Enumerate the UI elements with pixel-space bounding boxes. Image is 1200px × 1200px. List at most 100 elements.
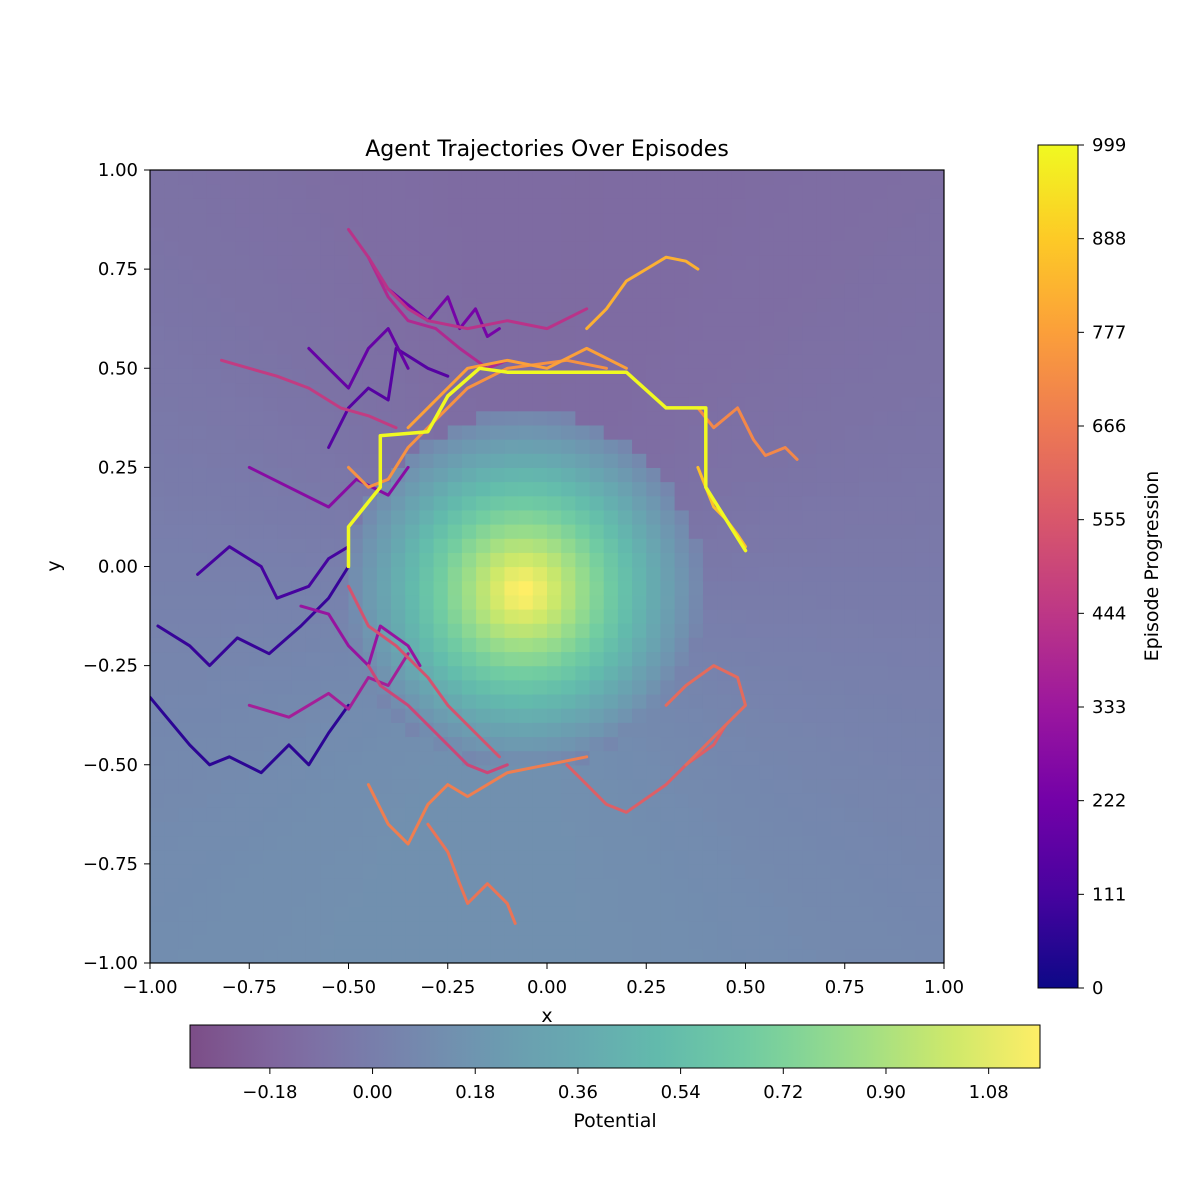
field-cell xyxy=(419,736,435,752)
field-cell xyxy=(348,849,364,865)
field-cell xyxy=(164,736,179,752)
field-cell xyxy=(291,453,307,468)
field-cell xyxy=(731,467,747,483)
field-cell xyxy=(305,524,321,539)
field-cell xyxy=(873,594,888,610)
field-cell xyxy=(646,198,662,214)
field-cell xyxy=(759,467,775,483)
field-cell xyxy=(674,835,690,851)
field-cell xyxy=(844,878,860,893)
field-cell xyxy=(632,623,647,638)
field-cell xyxy=(391,212,406,228)
episode-colorbar-tick-label: 666 xyxy=(1092,416,1126,437)
field-cell xyxy=(873,524,888,539)
field-cell xyxy=(391,722,406,738)
field-cell xyxy=(589,608,605,624)
field-cell xyxy=(717,368,732,384)
field-cell xyxy=(561,424,576,440)
field-cell xyxy=(929,368,944,384)
field-cell xyxy=(504,226,520,242)
field-cell xyxy=(759,708,775,723)
field-cell xyxy=(589,453,605,468)
field-cell xyxy=(788,693,803,709)
field-cell xyxy=(830,212,846,228)
field-cell xyxy=(263,736,279,752)
field-cell xyxy=(547,665,562,681)
field-cell xyxy=(575,821,591,837)
field-cell xyxy=(447,651,463,667)
field-cell xyxy=(873,481,888,497)
field-cell xyxy=(192,878,208,893)
field-cell xyxy=(745,849,761,865)
field-cell xyxy=(291,339,307,355)
field-cell xyxy=(235,608,250,624)
field-cell xyxy=(461,240,477,256)
field-cell xyxy=(235,863,250,879)
field-cell xyxy=(802,524,817,539)
field-cell xyxy=(816,297,832,313)
field-cell xyxy=(589,254,605,270)
episode-colorbar-label: Episode Progression xyxy=(1141,471,1163,662)
episode-colorbar-tick-label: 999 xyxy=(1092,135,1126,156)
field-cell xyxy=(873,283,888,299)
field-cell xyxy=(717,297,732,313)
field-cell xyxy=(277,835,293,851)
field-cell xyxy=(532,240,548,256)
field-cell xyxy=(433,269,449,284)
field-cell xyxy=(192,835,208,851)
field-cell xyxy=(391,736,406,752)
field-cell xyxy=(490,226,506,242)
field-cell xyxy=(717,693,732,709)
field-cell xyxy=(419,269,435,284)
field-cell xyxy=(773,269,789,284)
field-cell xyxy=(830,778,846,794)
field-cell xyxy=(192,594,208,610)
field-cell xyxy=(561,665,576,681)
field-cell xyxy=(773,481,789,497)
field-cell xyxy=(334,226,350,242)
field-cell xyxy=(532,878,548,893)
field-cell xyxy=(688,269,704,284)
field-cell xyxy=(249,665,265,681)
field-cell xyxy=(674,608,690,624)
field-cell xyxy=(830,495,846,511)
field-cell xyxy=(816,722,832,738)
field-cell xyxy=(490,835,506,851)
field-cell xyxy=(617,594,633,610)
field-cell xyxy=(419,495,435,511)
field-cell xyxy=(858,750,874,766)
field-cell xyxy=(150,269,165,284)
field-cell xyxy=(320,835,335,851)
field-cell xyxy=(674,226,690,242)
field-cell xyxy=(277,481,293,497)
field-cell xyxy=(816,509,832,525)
episode-colorbar-tick-label: 888 xyxy=(1092,229,1126,250)
field-cell xyxy=(305,184,321,199)
field-cell xyxy=(518,509,534,525)
field-cell xyxy=(688,679,704,695)
field-cell xyxy=(575,665,591,681)
field-cell xyxy=(603,325,619,341)
field-cell xyxy=(490,594,506,610)
field-cell xyxy=(547,410,562,426)
field-cell xyxy=(702,170,718,185)
field-cell xyxy=(362,354,378,369)
field-cell xyxy=(277,580,293,596)
field-cell xyxy=(929,538,944,553)
field-cell xyxy=(731,736,747,752)
field-cell xyxy=(320,198,335,214)
field-cell xyxy=(745,778,761,794)
field-cell xyxy=(929,708,944,723)
field-cell xyxy=(504,254,520,270)
field-cell xyxy=(816,594,832,610)
field-cell xyxy=(830,878,846,893)
field-cell xyxy=(617,708,633,723)
field-cell xyxy=(632,693,647,709)
field-cell xyxy=(490,453,506,468)
field-cell xyxy=(249,396,265,412)
field-cell xyxy=(915,396,931,412)
field-cell xyxy=(702,835,718,851)
field-cell xyxy=(858,538,874,553)
field-cell xyxy=(220,396,236,412)
field-cell xyxy=(518,524,534,539)
